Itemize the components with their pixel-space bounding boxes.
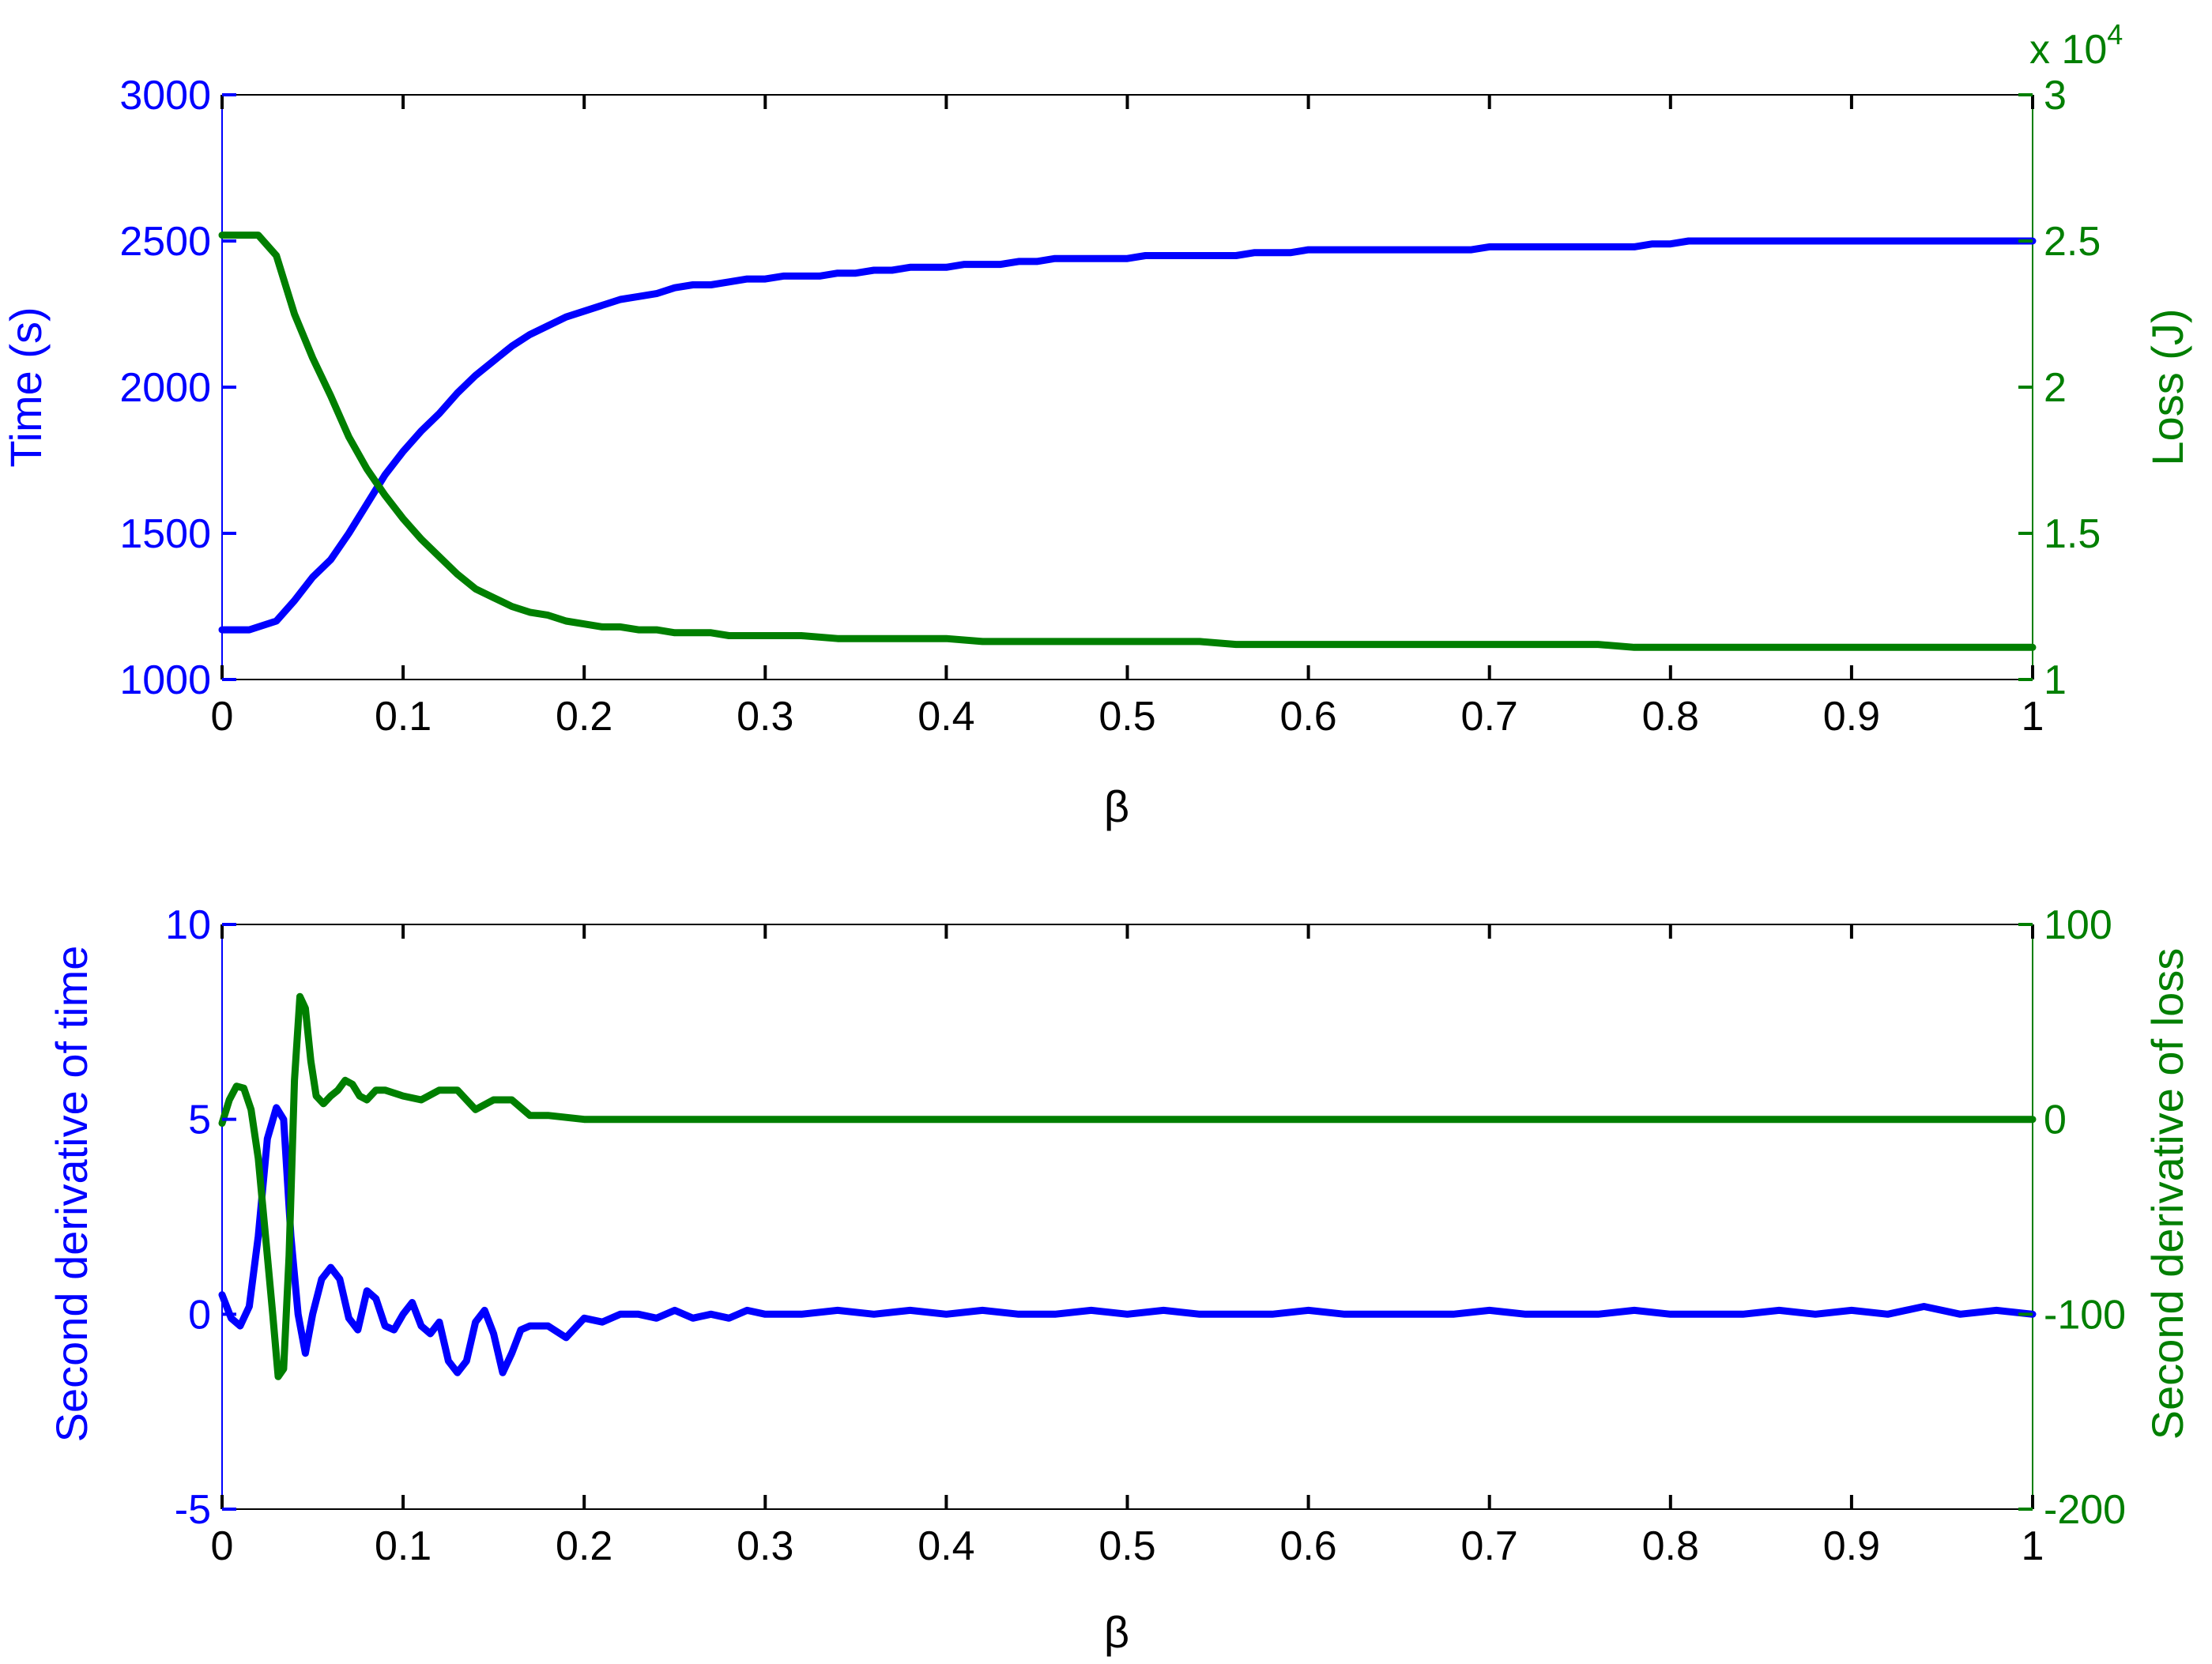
top-x-axis-label: β <box>1104 781 1129 831</box>
bottom-left-tick-label: -5 <box>175 1487 211 1533</box>
top-left-tick-label: 1000 <box>119 657 211 703</box>
top-left-axis-series-line <box>218 237 2037 634</box>
bottom-x-tick-label: 0.4 <box>918 1523 974 1569</box>
top-right-axis-multiplier: x 104 <box>2029 18 2123 73</box>
bottom-x-tick-label: 0.2 <box>556 1523 612 1569</box>
bottom-right-axis-series-line <box>218 992 2037 1380</box>
top-right-axis-label: Loss (J) <box>2142 308 2192 465</box>
top-right-tick-label: 1 <box>2044 657 2067 703</box>
top-left-tick-label: 1500 <box>119 511 211 557</box>
top-right-tick-label: 3 <box>2044 73 2067 119</box>
top-chart-panel: 0 0.1 0.2 0.3 0.4 0.5 0.6 0.7 0.8 0.9 1 1000 1500 200… <box>1 18 2192 831</box>
bottom-chart-ticks: 0 0.1 0.2 0.3 0.4 0.5 0.6 0.7 0.8 0.9 1-50510-200-… <box>165 902 2126 1569</box>
bottom-x-tick-label: 0.6 <box>1279 1523 1336 1569</box>
top-left-axis-label: Time (s) <box>1 307 51 467</box>
top-x-tick-label: 0.5 <box>1098 694 1155 740</box>
bottom-x-axis-label: β <box>1104 1607 1129 1657</box>
bottom-left-tick-label: 5 <box>188 1097 211 1143</box>
top-right-axis-series-line <box>218 232 2037 651</box>
bottom-x-tick-label: 0 <box>211 1523 234 1569</box>
top-left-tick-label: 2000 <box>119 365 211 411</box>
bottom-x-tick-label: 0.7 <box>1461 1523 1518 1569</box>
top-right-tick-label: 2 <box>2044 365 2067 411</box>
top-x-tick-label: 0.4 <box>918 694 974 740</box>
top-x-tick-label: 0.9 <box>1823 694 1880 740</box>
bottom-chart-panel: 0 0.1 0.2 0.3 0.4 0.5 0.6 0.7 0.8 0.9 1-50510-200-… <box>47 902 2192 1657</box>
top-right-tick-label: 2.5 <box>2044 219 2101 265</box>
bottom-x-tick-label: 0.9 <box>1823 1523 1880 1569</box>
bottom-right-tick-label: -100 <box>2044 1292 2126 1338</box>
top-x-tick-label: 0.8 <box>1642 694 1699 740</box>
top-x-tick-label: 1 <box>2022 694 2044 740</box>
bottom-x-tick-label: 0.3 <box>737 1523 793 1569</box>
bottom-x-tick-label: 1 <box>2022 1523 2044 1569</box>
bottom-right-tick-label: 100 <box>2044 902 2112 948</box>
bottom-left-axis-series-line <box>218 1104 2037 1376</box>
bottom-left-tick-label: 0 <box>188 1292 211 1338</box>
top-x-tick-label: 0.1 <box>375 694 431 740</box>
top-chart-ticks: 0 0.1 0.2 0.3 0.4 0.5 0.6 0.7 0.8 0.9 1 1000 1500 200… <box>119 73 2101 740</box>
top-right-tick-label: 1.5 <box>2044 511 2101 557</box>
top-x-tick-label: 0.7 <box>1461 694 1518 740</box>
top-x-tick-label: 0.6 <box>1279 694 1336 740</box>
bottom-left-axis-label: Second derivative of time <box>47 946 96 1443</box>
top-left-tick-label: 3000 <box>119 73 211 119</box>
bottom-left-tick-label: 10 <box>165 902 211 948</box>
top-x-tick-label: 0.2 <box>556 694 612 740</box>
bottom-chart-series <box>218 992 2037 1380</box>
top-x-tick-label: 0.3 <box>737 694 793 740</box>
bottom-x-tick-label: 0.1 <box>375 1523 431 1569</box>
bottom-right-tick-label: -200 <box>2044 1487 2126 1533</box>
top-x-tick-label: 0 <box>211 694 234 740</box>
bottom-right-axis-label: Second derivative of loss <box>2142 948 2192 1440</box>
top-left-tick-label: 2500 <box>119 219 211 265</box>
top-chart-series <box>218 232 2037 651</box>
bottom-x-tick-label: 0.8 <box>1642 1523 1699 1569</box>
bottom-right-tick-label: 0 <box>2044 1097 2067 1143</box>
bottom-x-tick-label: 0.5 <box>1098 1523 1155 1569</box>
